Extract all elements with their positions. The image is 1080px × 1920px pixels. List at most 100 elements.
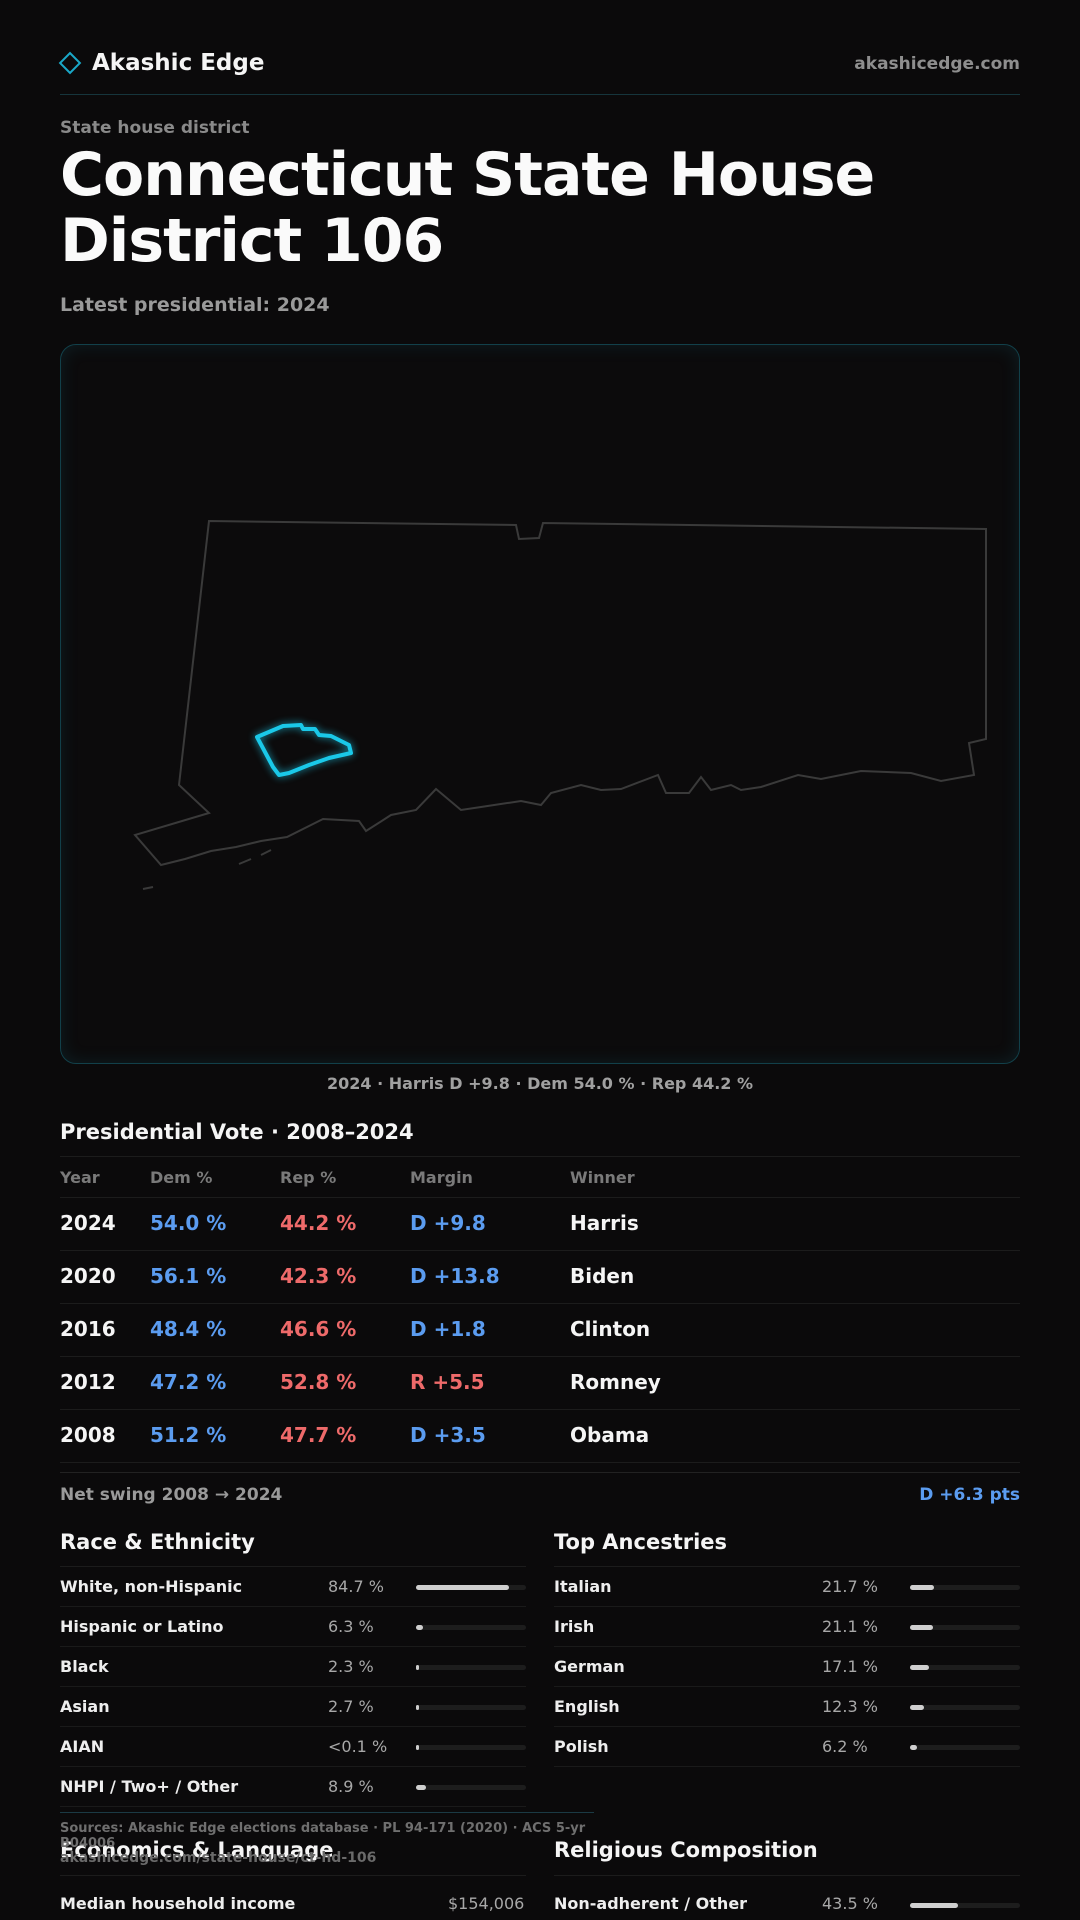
cell-dem: 48.4 % — [150, 1317, 227, 1341]
votes-table-header: Year Dem % Rep % Margin Winner — [60, 1157, 1020, 1198]
list-item: NHPI / Two+ / Other 8.9 % — [60, 1767, 526, 1807]
item-value: <0.1 % — [328, 1737, 388, 1756]
cell-margin: D +1.8 — [410, 1317, 486, 1341]
item-value: 21.7 % — [822, 1577, 878, 1596]
share-bar — [910, 1903, 1020, 1908]
list-item: AIAN <0.1 % — [60, 1727, 526, 1767]
cell-year: 2016 — [60, 1317, 116, 1341]
page-title: Connecticut State House District 106 — [60, 140, 875, 276]
cell-margin: D +9.8 — [410, 1211, 486, 1235]
item-value: 8.9 % — [328, 1777, 374, 1796]
cell-dem: 56.1 % — [150, 1264, 227, 1288]
list-item: Black 2.3 % — [60, 1647, 526, 1687]
list-item: German 17.1 % — [554, 1647, 1020, 1687]
table-row: 2024 54.0 % 44.2 % D +9.8 Harris — [60, 1198, 1020, 1251]
share-bar-fill — [910, 1903, 958, 1908]
cell-margin: D +13.8 — [410, 1264, 500, 1288]
economics-first-label: Median household income — [60, 1894, 296, 1913]
cell-winner: Clinton — [570, 1317, 651, 1341]
share-bar — [910, 1585, 1020, 1590]
col-winner: Winner — [570, 1168, 635, 1187]
cell-margin: R +5.5 — [410, 1370, 485, 1394]
item-label: Asian — [60, 1697, 110, 1716]
item-label: German — [554, 1657, 625, 1676]
cell-dem: 54.0 % — [150, 1211, 227, 1235]
cell-margin: D +3.5 — [410, 1423, 486, 1447]
cell-dem: 47.2 % — [150, 1370, 227, 1394]
item-value: 2.3 % — [328, 1657, 374, 1676]
cell-year: 2012 — [60, 1370, 116, 1394]
cell-year: 2008 — [60, 1423, 116, 1447]
page-subtitle: Latest presidential: 2024 — [60, 294, 330, 316]
table-row: 2012 47.2 % 52.8 % R +5.5 Romney — [60, 1357, 1020, 1410]
list-item: Asian 2.7 % — [60, 1687, 526, 1727]
share-bar — [416, 1745, 526, 1750]
share-bar-fill — [910, 1625, 934, 1630]
share-bar — [416, 1585, 526, 1590]
share-bar-fill — [910, 1665, 929, 1670]
state-outline — [133, 519, 987, 867]
share-bar — [910, 1705, 1020, 1710]
item-label: Hispanic or Latino — [60, 1617, 224, 1636]
race-title: Race & Ethnicity — [60, 1530, 526, 1567]
cell-rep: 52.8 % — [280, 1370, 357, 1394]
share-bar-fill — [416, 1745, 419, 1750]
list-item: Hispanic or Latino 6.3 % — [60, 1607, 526, 1647]
top-bar: Akashic Edge akashicedge.com — [58, 44, 1020, 95]
share-bar-fill — [910, 1705, 924, 1710]
table-row: 2016 48.4 % 46.6 % D +1.8 Clinton — [60, 1304, 1020, 1357]
district-map[interactable] — [60, 344, 1020, 1064]
item-value: 6.3 % — [328, 1617, 374, 1636]
district-106-shape[interactable] — [255, 723, 353, 777]
religion-first-label: Non-adherent / Other — [554, 1894, 748, 1913]
item-label: Polish — [554, 1737, 609, 1756]
cell-year: 2024 — [60, 1211, 116, 1235]
cell-winner: Harris — [570, 1211, 639, 1235]
site-link[interactable]: akashicedge.com — [854, 54, 1020, 74]
item-label: Italian — [554, 1577, 612, 1596]
votes-section-title: Presidential Vote · 2008–2024 — [60, 1120, 414, 1144]
net-swing: Net swing 2008 → 2024 D +6.3 pts — [60, 1472, 1020, 1517]
cell-rep: 42.3 % — [280, 1264, 357, 1288]
item-value: 17.1 % — [822, 1657, 878, 1676]
race-ethnicity-panel: Race & Ethnicity White, non-Hispanic 84.… — [60, 1530, 526, 1807]
item-label: AIAN — [60, 1737, 105, 1756]
ancestries-panel: Top Ancestries Italian 21.7 % Irish 21.1… — [554, 1530, 1020, 1767]
economics-first-value: $154,006 — [448, 1894, 525, 1913]
state-map-svg — [133, 519, 987, 890]
item-label: White, non-Hispanic — [60, 1577, 243, 1596]
col-dem: Dem % — [150, 1168, 213, 1187]
share-bar-fill — [416, 1665, 419, 1670]
ancestries-title: Top Ancestries — [554, 1530, 1020, 1567]
item-label: NHPI / Two+ / Other — [60, 1777, 239, 1796]
cell-year: 2020 — [60, 1264, 116, 1288]
religion-first-value: 43.5 % — [822, 1894, 878, 1913]
diamond-logo-icon — [58, 51, 82, 75]
share-bar — [910, 1625, 1020, 1630]
source-url-link[interactable]: akashicedge.com/state-house/ct-hd-106 — [60, 1850, 377, 1866]
share-bar-fill — [416, 1625, 423, 1630]
share-bar-fill — [416, 1785, 426, 1790]
island-dash-1 — [238, 858, 252, 865]
cell-rep: 46.6 % — [280, 1317, 357, 1341]
map-caption: 2024 · Harris D +9.8 · Dem 54.0 % · Rep … — [326, 1074, 754, 1093]
share-bar — [416, 1705, 526, 1710]
list-item: White, non-Hispanic 84.7 % — [60, 1567, 526, 1607]
island-dash-2 — [260, 849, 272, 856]
net-swing-value: D +6.3 pts — [919, 1485, 1020, 1505]
economics-title: Economics & Language — [60, 1838, 334, 1862]
brand-name: Akashic Edge — [92, 50, 265, 76]
table-row: 2008 51.2 % 47.7 % D +3.5 Obama — [60, 1410, 1020, 1463]
share-bar — [416, 1625, 526, 1630]
economics-divider — [60, 1875, 526, 1876]
item-value: 84.7 % — [328, 1577, 384, 1596]
list-item: English 12.3 % — [554, 1687, 1020, 1727]
col-year: Year — [60, 1168, 100, 1187]
brand[interactable]: Akashic Edge — [58, 50, 265, 76]
share-bar — [910, 1745, 1020, 1750]
share-bar-fill — [416, 1705, 419, 1710]
item-value: 2.7 % — [328, 1697, 374, 1716]
item-value: 21.1 % — [822, 1617, 878, 1636]
share-bar — [910, 1665, 1020, 1670]
cell-rep: 44.2 % — [280, 1211, 357, 1235]
